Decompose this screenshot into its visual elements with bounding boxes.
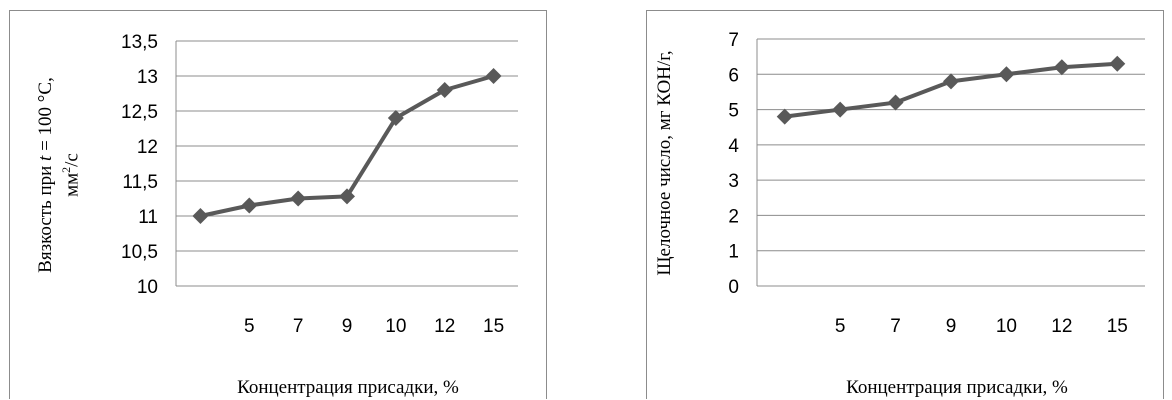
base-number-data-point (998, 66, 1015, 83)
base-number-chart-panel: 0 1 2 3 4 5 6 7 5 7 9 10 12 15 Щелочное число, мг КОН… (646, 10, 1164, 399)
base-number-y-tick-label: 6 (728, 65, 739, 86)
viscosity-y-axis-label-line1: Вязкость при t = 100 °С, (35, 77, 56, 273)
viscosity-y-tick-label: 11,5 (122, 172, 158, 193)
base-number-y-tick-label: 0 (728, 277, 739, 298)
viscosity-data-point (192, 208, 209, 224)
base-number-x-axis-label: Концентрация присадки, % (846, 377, 1068, 398)
viscosity-x-tick-label: 12 (434, 316, 455, 337)
base-number-x-tick-label: 15 (1107, 316, 1128, 337)
viscosity-chart: 10 10,5 11 11,5 12 12,5 13 13,5 5 7 9 10 12 15 (121, 32, 518, 337)
base-number-y-tick-label: 4 (728, 136, 739, 157)
viscosity-x-tick-label: 10 (385, 316, 406, 337)
base-number-x-tick-label: 5 (835, 316, 846, 337)
viscosity-x-tick-label: 7 (293, 316, 304, 337)
base-number-y-tick-label: 3 (728, 171, 739, 192)
viscosity-y-tick-label: 10 (137, 277, 158, 298)
base-number-y-tick-label: 5 (728, 101, 739, 122)
viscosity-data-point (436, 82, 453, 98)
base-number-x-tick-label: 10 (996, 316, 1017, 337)
base-number-data-point (887, 94, 904, 111)
viscosity-y-tick-label: 11 (138, 207, 158, 228)
viscosity-data-point (241, 197, 258, 214)
base-number-y-tick-label: 2 (728, 206, 739, 227)
base-number-y-axis-label: Щелочное число, мг КОН/г, (654, 50, 675, 276)
viscosity-y-tick-label: 13,5 (121, 32, 158, 53)
base-number-data-point (943, 73, 959, 90)
base-number-x-tick-label: 9 (946, 316, 957, 337)
viscosity-y-axis-label: Вязкость при t = 100 °С, мм2/с (35, 45, 83, 305)
viscosity-data-point (485, 68, 502, 84)
base-number-data-point (1053, 59, 1070, 76)
base-number-x-tick-label: 7 (890, 316, 901, 337)
viscosity-y-tick-label: 10,5 (121, 242, 158, 263)
viscosity-data-point (290, 190, 307, 207)
viscosity-y-axis-label-line2: мм2/с (59, 153, 83, 197)
viscosity-y-tick-label: 13 (137, 67, 158, 88)
base-number-y-tick-label: 1 (728, 242, 739, 263)
viscosity-data-point (339, 188, 355, 205)
viscosity-y-tick-label: 12,5 (121, 102, 158, 123)
viscosity-chart-panel: 10 10,5 11 11,5 12 12,5 13 13,5 5 7 9 10 12 15 Вязкос… (9, 10, 547, 399)
base-number-data-point (1109, 55, 1126, 72)
base-number-data-point (776, 108, 793, 125)
viscosity-x-tick-label: 9 (342, 316, 353, 337)
base-number-y-tick-label: 7 (728, 30, 739, 51)
viscosity-x-tick-label: 5 (244, 316, 255, 337)
viscosity-data-point (387, 110, 404, 126)
viscosity-x-axis-label: Концентрация присадки, % (237, 377, 459, 398)
base-number-x-tick-label: 12 (1051, 316, 1072, 337)
viscosity-y-tick-label: 12 (137, 137, 158, 158)
viscosity-x-tick-label: 15 (483, 316, 504, 337)
base-number-data-point (832, 101, 849, 118)
